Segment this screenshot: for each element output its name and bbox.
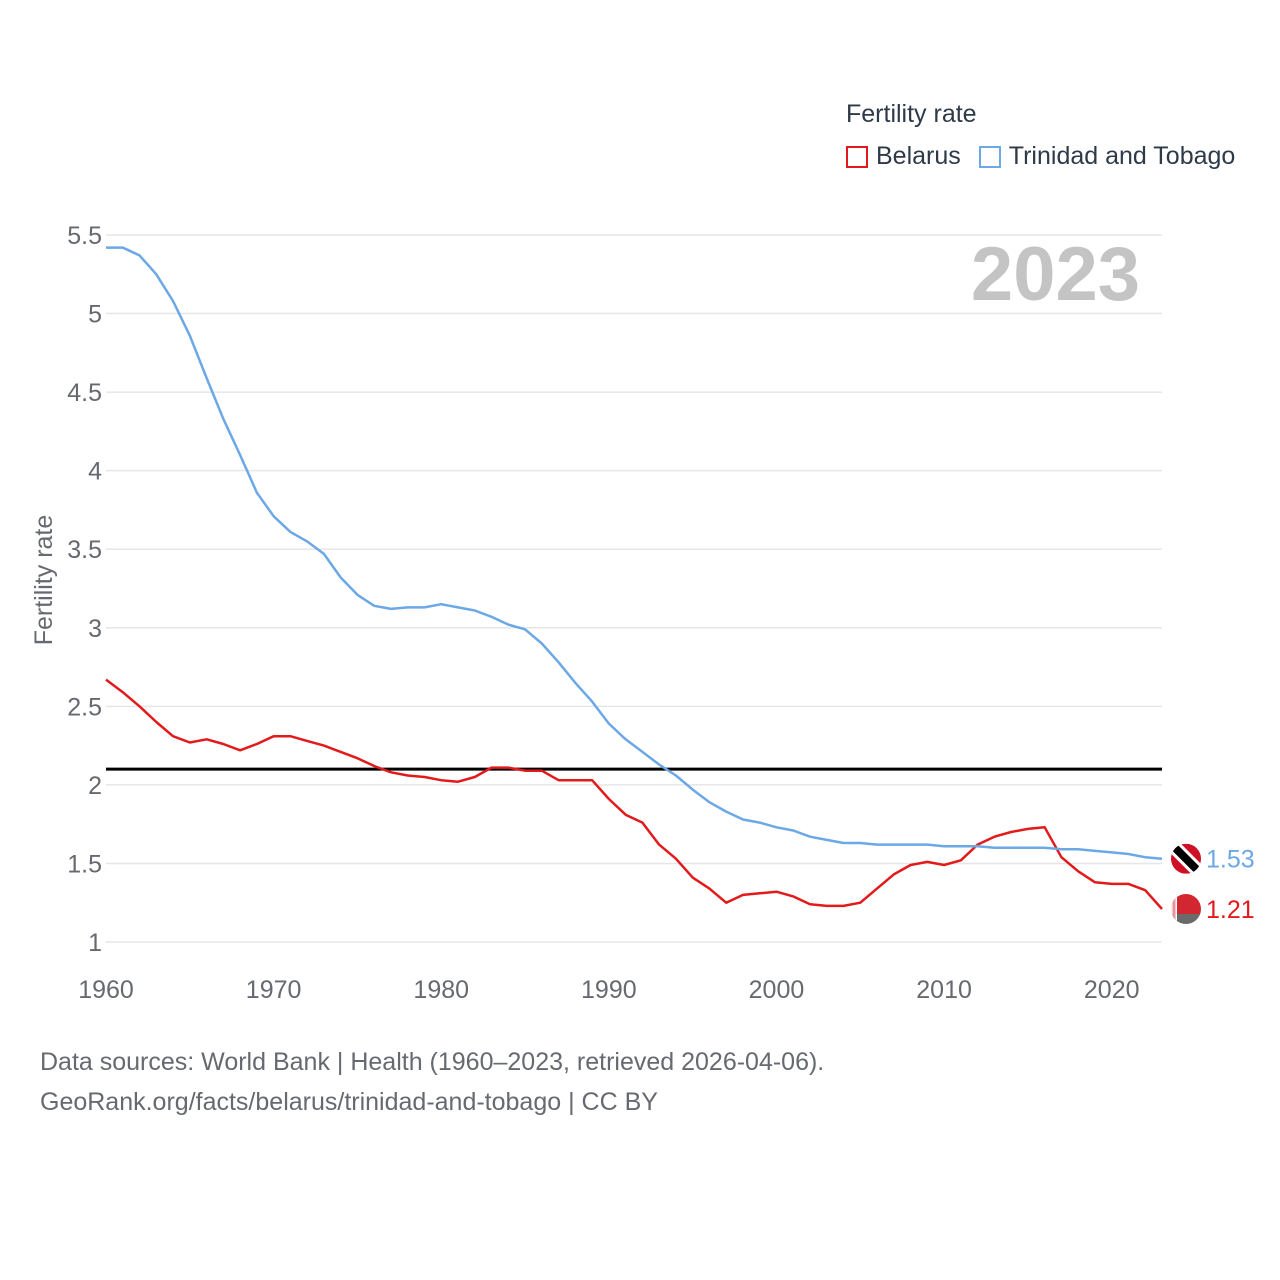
x-tick-label: 2010 (916, 976, 972, 1004)
end-marker-trinidad-and-tobago: 1.53 (1171, 843, 1255, 874)
legend-swatch-belarus (846, 145, 868, 168)
x-tick-label: 1970 (246, 976, 302, 1004)
y-tick-label: 4.5 (67, 379, 102, 407)
y-tick-label: 1.5 (67, 850, 102, 878)
x-tick-label: 1990 (581, 976, 637, 1004)
y-tick-label: 1 (88, 929, 102, 957)
y-tick-label: 3.5 (67, 536, 102, 564)
x-axis-ticks: 1960 1970 1980 1990 2000 2010 2020 (78, 976, 1139, 1004)
legend-label-belarus: Belarus (876, 142, 961, 170)
y-tick-label: 2.5 (67, 693, 102, 721)
footer-sources: Data sources: World Bank | Health (1960–… (40, 1048, 825, 1076)
legend-item-trinidad-and-tobago[interactable]: Trinidad and Tobago (978, 142, 1236, 171)
legend: Belarus Trinidad and Tobago (846, 142, 1253, 171)
x-tick-label: 2000 (749, 976, 805, 1004)
year-label: 2023 (971, 232, 1140, 317)
end-marker-belarus: 1.21 (1171, 894, 1255, 925)
y-tick-label: 2 (88, 772, 102, 800)
y-tick-label: 4 (88, 458, 102, 486)
grid-lines (106, 234, 1162, 943)
x-tick-label: 2020 (1084, 976, 1140, 1004)
x-tick-label: 1980 (413, 976, 469, 1004)
trinidad-flag-icon (1171, 843, 1201, 874)
y-axis-ticks: 1 1.5 2 2.5 3 3.5 4 4.5 5 5.5 (67, 222, 102, 957)
footer-attribution: GeoRank.org/facts/belarus/trinidad-and-t… (40, 1088, 658, 1116)
legend-title: Fertility rate (846, 100, 977, 128)
footer: Data sources: World Bank | Health (1960–… (40, 1042, 824, 1122)
series-line-trinidad-and-tobago (106, 246, 1163, 860)
series-lines (105, 246, 1163, 910)
legend-swatch-trinidad-and-tobago (978, 145, 1001, 168)
legend-item-belarus[interactable]: Belarus (846, 142, 961, 171)
y-tick-label: 5.5 (67, 222, 102, 250)
y-tick-label: 3 (88, 615, 102, 643)
belarus-flag-icon (1171, 894, 1201, 925)
end-markers: 1.21 1.53 (1171, 843, 1255, 925)
end-value-label-trinidad-and-tobago: 1.53 (1206, 846, 1255, 874)
x-tick-label: 1960 (78, 976, 134, 1004)
series-line-belarus (105, 678, 1163, 910)
end-value-label-belarus: 1.21 (1206, 896, 1255, 924)
y-tick-label: 5 (88, 301, 102, 329)
legend-label-trinidad-and-tobago: Trinidad and Tobago (1008, 142, 1236, 170)
y-axis-label: Fertility rate (30, 515, 58, 646)
